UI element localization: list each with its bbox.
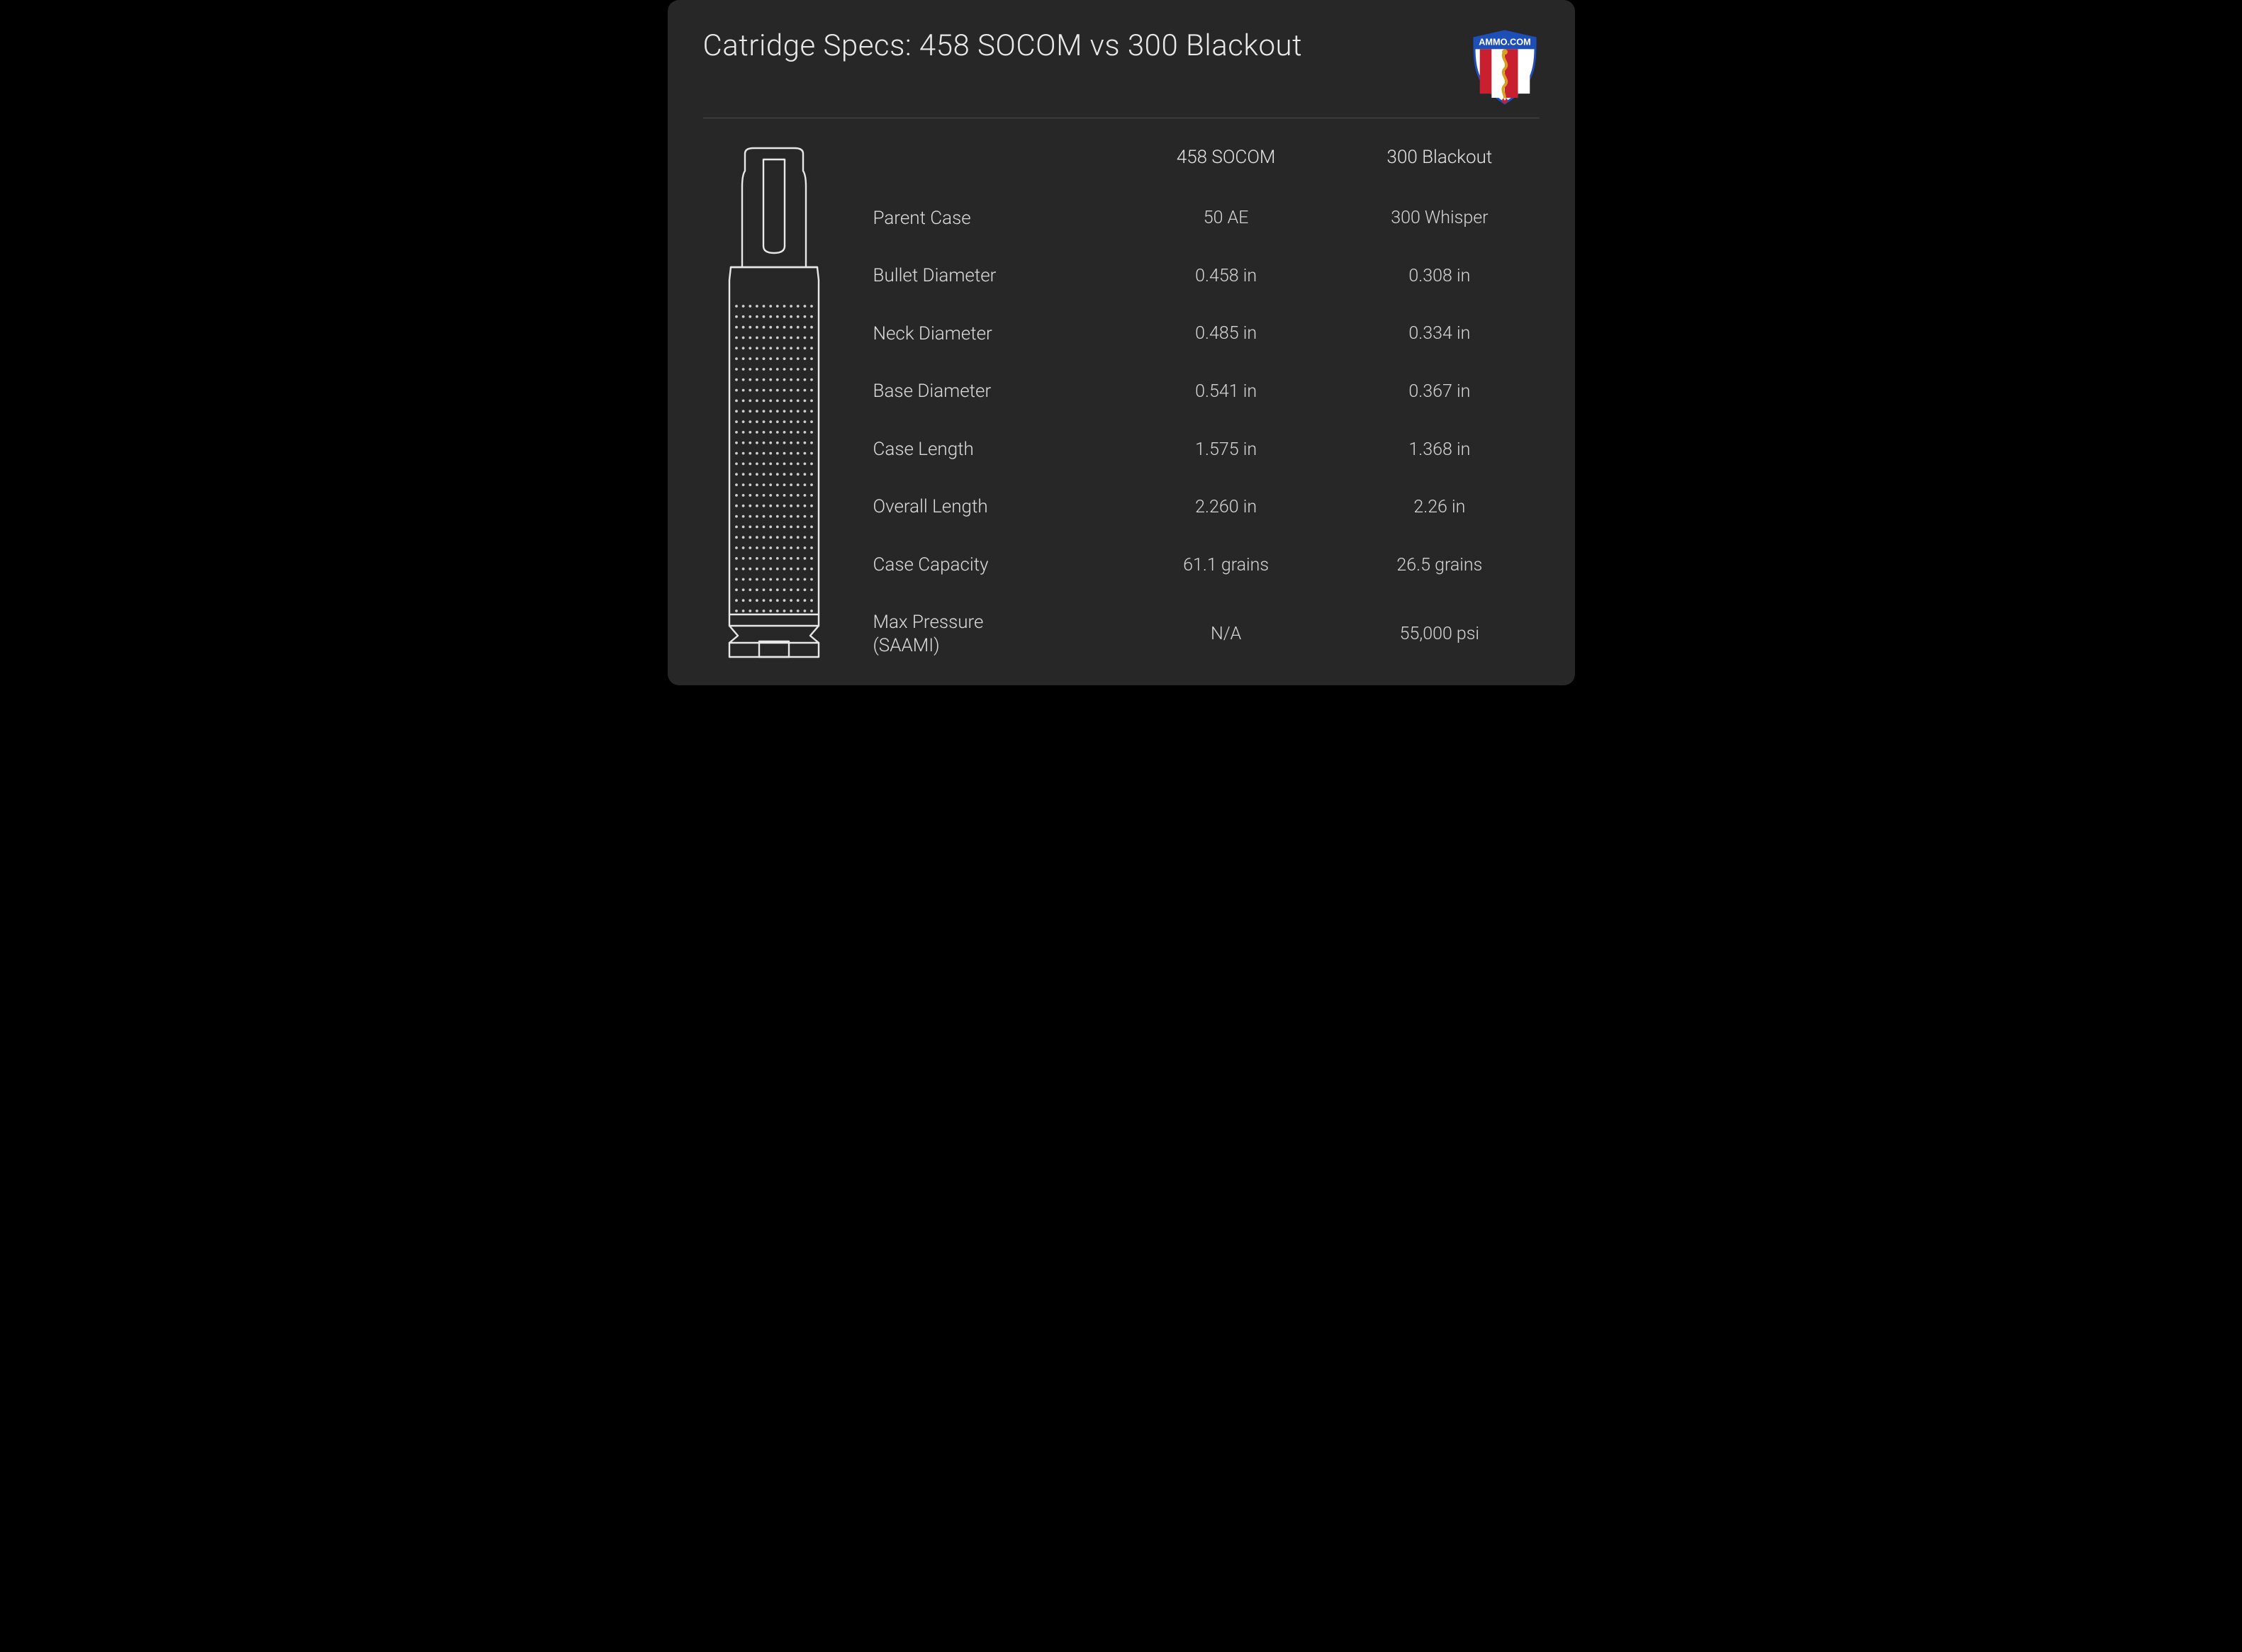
card-body: 458 SOCOM 300 Blackout Parent Case 50 AE 3… [703,140,1540,664]
row-value-col2: 1.368 in [1340,439,1539,460]
row-value-col2: 26.5 grains [1340,555,1539,575]
row-value-col1: 2.260 in [1126,497,1325,517]
row-label: Overall Length [873,495,1113,519]
column-header-2: 300 Blackout [1340,147,1539,172]
row-value-col2: 0.334 in [1340,323,1539,344]
row-label: Case Length [873,438,1113,461]
row-label: Neck Diameter [873,322,1113,346]
specs-table: 458 SOCOM 300 Blackout Parent Case 50 AE 3… [873,140,1540,664]
card-header: Catridge Specs: 458 SOCOM vs 300 Blackou… [703,28,1540,105]
row-value-col1: 0.458 in [1126,266,1325,286]
row-value-col1: N/A [1126,624,1325,644]
row-label: Bullet Diameter [873,264,1113,288]
row-label: Case Capacity [873,554,1113,577]
row-value-col2: 0.367 in [1340,381,1539,402]
row-value-col2: 55,000 psi [1340,624,1539,644]
row-value-col2: 2.26 in [1340,497,1539,517]
row-value-col1: 0.485 in [1126,323,1325,344]
specs-card: Catridge Specs: 458 SOCOM vs 300 Blackou… [668,0,1575,685]
column-header-1: 458 SOCOM [1126,147,1325,172]
row-value-col1: 1.575 in [1126,439,1325,460]
row-value-col1: 0.541 in [1126,381,1325,402]
row-value-col1: 50 AE [1126,208,1325,228]
row-label: Base Diameter [873,380,1113,403]
logo-text: AMMO.COM [1479,37,1530,47]
row-value-col2: 300 Whisper [1340,208,1539,228]
row-value-col2: 0.308 in [1340,266,1539,286]
row-value-col1: 61.1 grains [1126,555,1325,575]
cartridge-icon [714,147,834,664]
row-label: Max Pressure (SAAMI) [873,611,1113,657]
card-title: Catridge Specs: 458 SOCOM vs 300 Blackou… [703,28,1303,63]
ammo-logo: AMMO.COM [1470,28,1540,105]
cartridge-diagram [703,140,845,664]
row-label: Parent Case [873,207,1113,230]
